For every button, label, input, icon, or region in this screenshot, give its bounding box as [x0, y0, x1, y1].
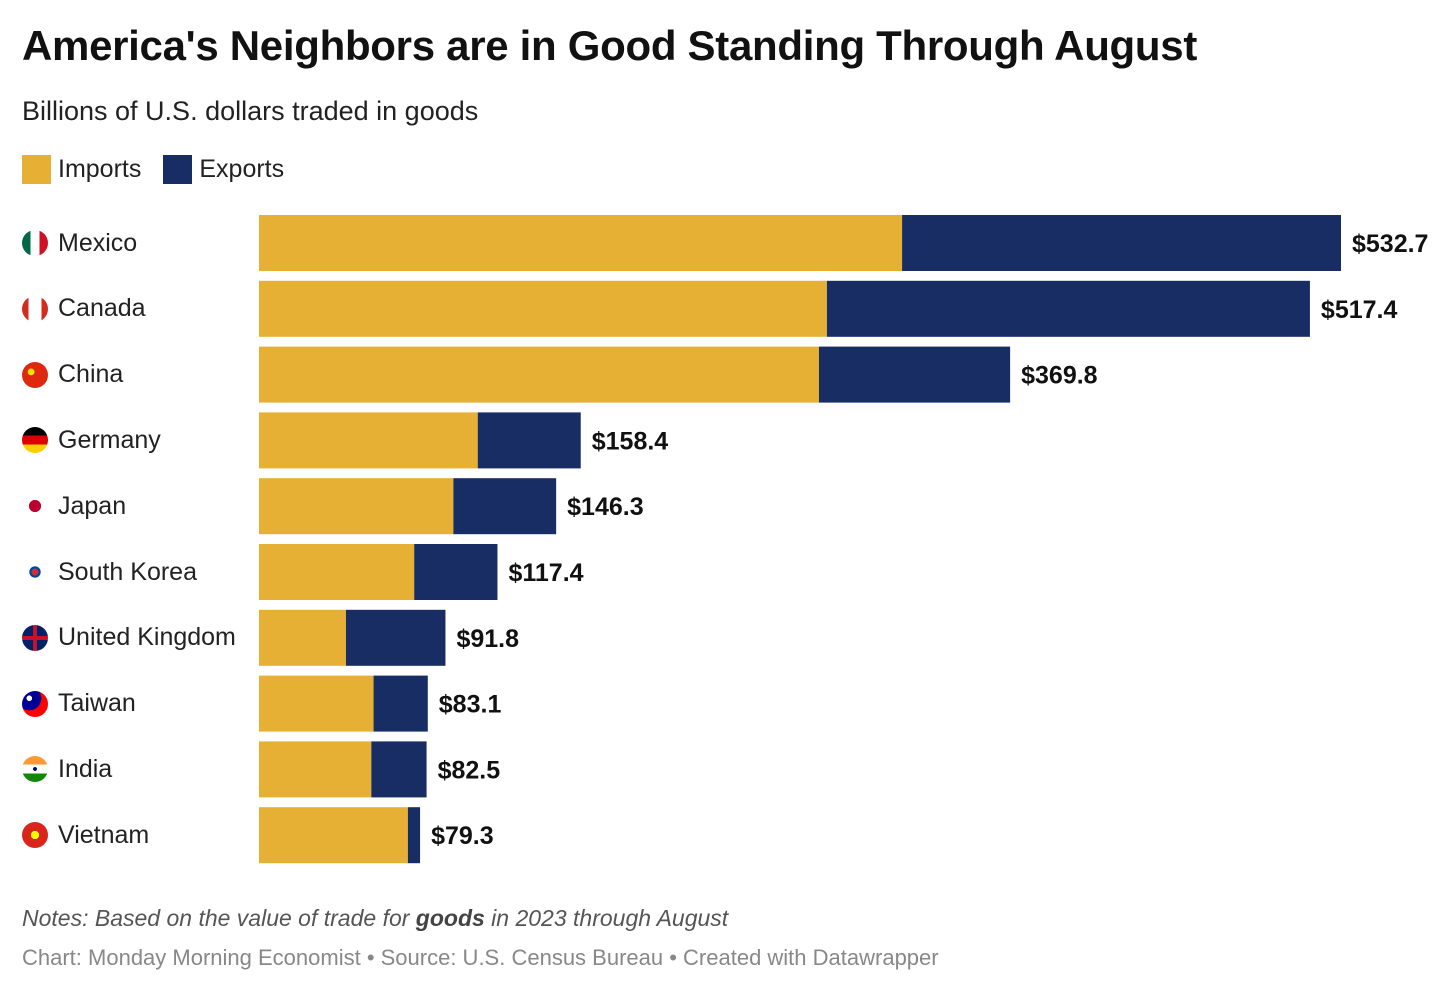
- category-text: Taiwan: [58, 689, 136, 718]
- legend-item-exports: Exports: [163, 155, 284, 184]
- notes-prefix: Notes: Based on the value of trade for: [22, 905, 416, 931]
- legend-item-imports: Imports: [22, 155, 141, 184]
- data-label-canada: $517.4: [1321, 296, 1398, 324]
- bar-exports-mexico: [902, 215, 1341, 271]
- category-label-china: China: [22, 347, 123, 403]
- bar-exports-taiwan: [373, 675, 428, 732]
- canada-flag-icon: [22, 295, 48, 322]
- data-label-india: $82.5: [438, 756, 501, 784]
- category-text: Canada: [58, 294, 146, 323]
- data-label-japan: $146.3: [567, 493, 643, 521]
- category-label-vietnam: Vietnam: [22, 807, 149, 863]
- data-label-vietnam: $79.3: [431, 822, 494, 850]
- data-label-mexico: $532.7: [1352, 230, 1428, 258]
- category-text: India: [58, 754, 113, 783]
- bar-exports-india: [371, 741, 427, 798]
- category-label-japan: Japan: [22, 478, 126, 534]
- category-label-mexico: Mexico: [22, 215, 137, 271]
- india-flag-icon: [22, 756, 48, 783]
- legend-swatch-exports: [163, 155, 193, 184]
- chart-credit: Chart: Monday Morning Economist • Source…: [22, 945, 939, 970]
- category-label-india: India: [22, 741, 112, 797]
- bar-imports-south-korea: [259, 544, 415, 600]
- bar-imports-china: [259, 346, 819, 403]
- category-text: Germany: [58, 425, 161, 454]
- category-text: United Kingdom: [58, 623, 236, 652]
- bar-exports-united-kingdom: [345, 609, 446, 666]
- data-label-taiwan: $83.1: [439, 691, 502, 719]
- legend-label-exports: Exports: [199, 155, 285, 183]
- bar-imports-taiwan: [259, 675, 374, 732]
- category-label-germany: Germany: [22, 412, 161, 468]
- china-flag-icon: [22, 361, 48, 388]
- category-text: China: [58, 360, 124, 389]
- notes-suffix: in 2023 through August: [484, 905, 729, 931]
- category-label-taiwan: Taiwan: [22, 676, 136, 732]
- germany-flag-icon: [22, 427, 48, 454]
- data-label-united-kingdom: $91.8: [456, 625, 519, 653]
- united-kingdom-flag-icon: [22, 624, 48, 651]
- bar-exports-canada: [826, 280, 1310, 337]
- chart-notes: Notes: Based on the value of trade for g…: [22, 905, 728, 932]
- mexico-flag-icon: [22, 230, 48, 256]
- category-text: South Korea: [58, 557, 197, 586]
- notes-bold: goods: [415, 905, 485, 931]
- taiwan-flag-icon: [22, 690, 48, 717]
- bar-imports-germany: [259, 412, 478, 469]
- bar-exports-south-korea: [414, 544, 498, 600]
- bar-imports-india: [259, 741, 372, 798]
- legend-swatch-imports: [22, 155, 51, 184]
- legend: Imports Exports: [22, 155, 306, 184]
- category-label-united-kingdom: United Kingdom: [22, 610, 236, 666]
- bar-imports-vietnam: [259, 807, 408, 864]
- vietnam-flag-icon: [22, 822, 48, 849]
- bar-imports-canada: [259, 280, 827, 337]
- bar-exports-china: [818, 346, 1011, 403]
- bar-imports-japan: [259, 478, 454, 535]
- legend-label-imports: Imports: [58, 155, 142, 183]
- category-label-canada: Canada: [22, 281, 146, 337]
- chart-subtitle: Billions of U.S. dollars traded in goods: [22, 96, 479, 126]
- bar-exports-vietnam: [407, 807, 421, 864]
- data-label-south-korea: $117.4: [508, 559, 583, 587]
- bar-imports-united-kingdom: [259, 609, 346, 666]
- data-label-china: $369.8: [1021, 362, 1098, 390]
- category-text: Japan: [58, 491, 127, 520]
- category-label-south-korea: South Korea: [22, 544, 197, 600]
- category-text: Vietnam: [58, 820, 150, 849]
- bar-exports-japan: [453, 478, 557, 535]
- category-text: Mexico: [58, 228, 138, 257]
- data-label-germany: $158.4: [592, 427, 669, 455]
- chart-title: America's Neighbors are in Good Standing…: [22, 22, 1198, 69]
- bar-imports-mexico: [259, 215, 903, 271]
- south-korea-flag-icon: [22, 559, 48, 585]
- bar-exports-germany: [477, 412, 581, 469]
- japan-flag-icon: [22, 493, 48, 520]
